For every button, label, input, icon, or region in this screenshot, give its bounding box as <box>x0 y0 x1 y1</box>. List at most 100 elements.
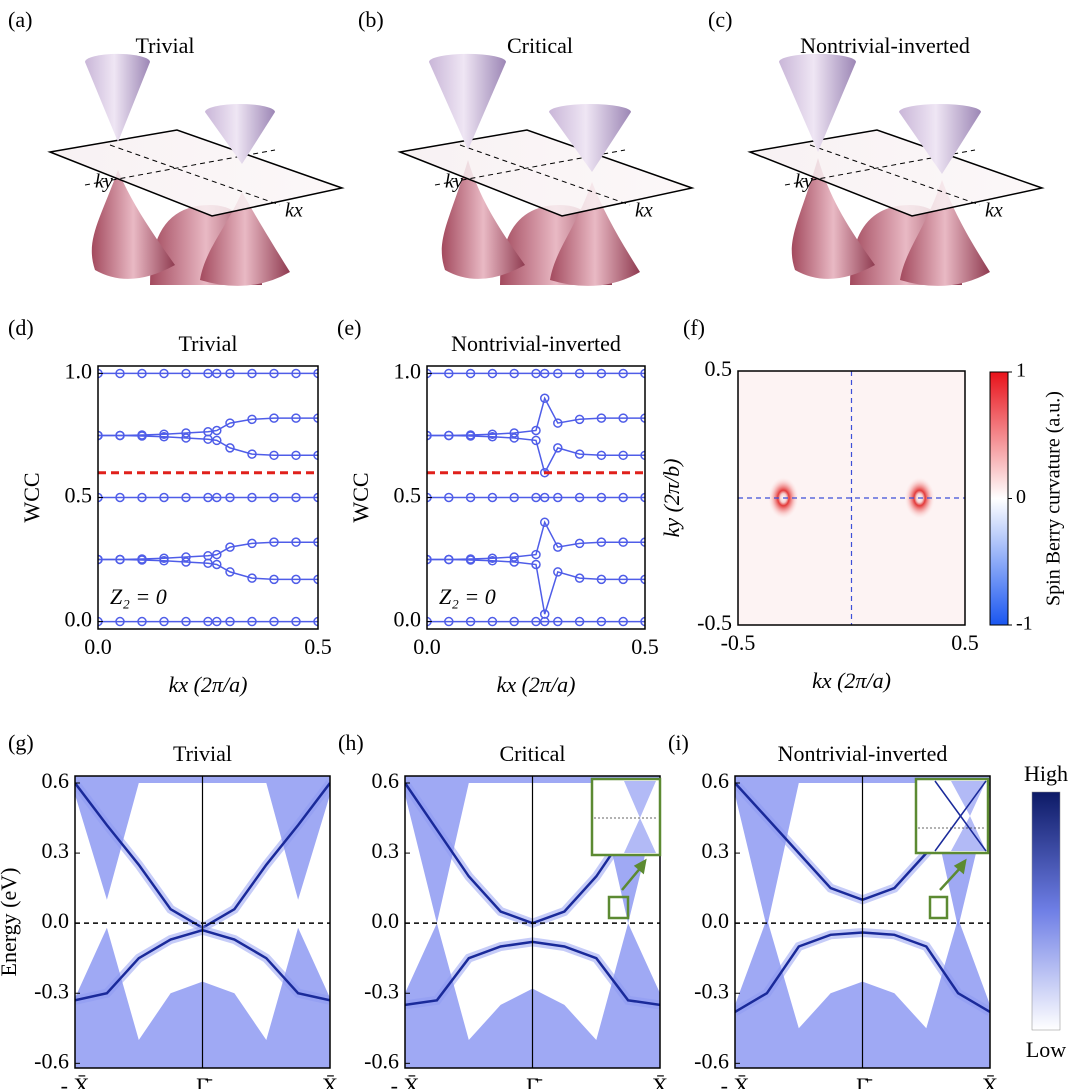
plot-area <box>738 371 965 625</box>
x-axis-label: kx (2π/a) <box>497 672 576 697</box>
y-tick-label: 1.0 <box>65 358 93 383</box>
chart-title: Nontrivial-inverted <box>451 331 621 356</box>
wcc-point <box>212 616 222 627</box>
wcc-point <box>225 368 235 379</box>
wcc-point <box>596 450 607 461</box>
wcc-point <box>137 431 147 441</box>
wcc-point <box>269 368 279 379</box>
wcc-point <box>509 552 519 562</box>
panel-title: Critical <box>507 33 573 58</box>
wcc-point <box>313 368 318 379</box>
wcc-point <box>203 558 213 568</box>
valence-cone <box>441 160 525 279</box>
x-tick-label: X̄ <box>982 1073 998 1089</box>
wcc-point <box>553 418 563 428</box>
wcc-point <box>269 450 279 461</box>
wcc-point <box>291 368 301 379</box>
wcc-point <box>137 368 147 379</box>
wcc-point <box>115 554 125 565</box>
wcc-line <box>98 417 318 437</box>
wcc-point <box>427 430 432 441</box>
wcc-point <box>539 492 550 503</box>
wcc-point <box>269 616 279 627</box>
chart-title: Trivial <box>178 331 237 356</box>
y-tick-label: 0.6 <box>702 768 730 793</box>
inset-h <box>590 777 662 920</box>
x-axis-label: kx (2π/a) <box>812 668 891 693</box>
wcc-point <box>203 492 213 503</box>
x-tick-label: - X̄ <box>391 1073 420 1089</box>
x-axis-label: kx (2π/a) <box>169 672 248 697</box>
wcc-point <box>574 414 585 425</box>
panel-label: (a) <box>8 7 32 32</box>
kspace-plane <box>747 129 1045 217</box>
panel-label: (f) <box>683 315 705 340</box>
wcc-point <box>181 616 191 627</box>
y-tick-label: 1.0 <box>394 358 422 383</box>
panel-label: (b) <box>358 7 384 32</box>
wcc-point <box>487 556 498 566</box>
wcc-point <box>539 517 550 528</box>
wcc-point <box>225 443 235 453</box>
wcc-point <box>247 616 257 627</box>
y-tick-label: 0.5 <box>65 483 93 508</box>
wcc-point <box>444 368 454 379</box>
wcc-point <box>181 433 191 443</box>
y-tick-label: 0.6 <box>372 768 400 793</box>
wcc-point <box>640 537 645 547</box>
kspace-plane <box>397 129 695 217</box>
plane-axes <box>84 144 281 206</box>
chart-panel: (h) Critical -0.6 -0.3 0.0 0.3 0.6 - X̄ Γ̄ X̄ <box>338 730 668 1089</box>
conduction-cone <box>899 104 981 174</box>
wcc-point <box>618 368 628 379</box>
wcc-point <box>553 567 563 577</box>
x-tick-label: Γ̄ <box>526 1073 543 1089</box>
axis-label: ky <box>95 171 113 193</box>
wcc-point <box>181 428 191 438</box>
panel-title: Trivial <box>135 33 194 58</box>
colorbar <box>1031 791 1061 1031</box>
wcc-point <box>444 430 454 441</box>
wcc-point <box>181 552 191 562</box>
panel-label: (d) <box>8 315 34 340</box>
wcc-point <box>509 433 519 443</box>
y-tick-label: -0.6 <box>364 1048 399 1073</box>
wcc-point <box>618 537 628 547</box>
plot-frame <box>737 370 966 626</box>
x-tick-label: Γ̄ <box>856 1073 873 1089</box>
wcc-point <box>444 554 454 565</box>
wcc-point <box>596 492 607 503</box>
wcc-point <box>247 492 257 503</box>
conduction-cone <box>85 53 150 142</box>
wcc-point <box>115 368 125 379</box>
wcc-point <box>465 368 476 379</box>
chart-panel: (d) Trivial 0.0 0.5 1.0 0.0 0.5 kx (2π/a) WCC Z₂ … <box>8 315 332 697</box>
panel-label: (h) <box>338 730 364 755</box>
wcc-point <box>596 574 607 585</box>
wcc-point <box>313 492 318 503</box>
wcc-point <box>487 492 498 503</box>
panel-label: (c) <box>708 7 732 32</box>
wcc-point <box>574 368 585 379</box>
conduction-cone <box>779 53 856 152</box>
colorbar-tick-label: 1 <box>1016 360 1026 382</box>
wcc-point <box>487 368 498 379</box>
colorbar-tick-label: -1 <box>1016 613 1033 635</box>
x-tick-label: 0.5 <box>951 630 979 655</box>
wcc-point <box>212 435 222 446</box>
y-tick-label: 0.0 <box>65 607 93 632</box>
wcc-line <box>98 541 318 561</box>
axis-label: ky <box>795 171 813 193</box>
wcc-point <box>212 425 222 436</box>
x-tick-label: X̄ <box>652 1073 668 1089</box>
wcc-point <box>203 616 213 627</box>
wcc-point <box>137 492 147 503</box>
wcc-point <box>618 492 628 503</box>
wcc-point <box>291 616 301 627</box>
wcc-point <box>531 549 541 560</box>
wcc-line <box>98 434 318 457</box>
conduction-cone <box>549 104 631 172</box>
wcc-point <box>574 573 585 583</box>
colorbar-label: Spin Berry curvature (a.u.) <box>1043 391 1065 606</box>
